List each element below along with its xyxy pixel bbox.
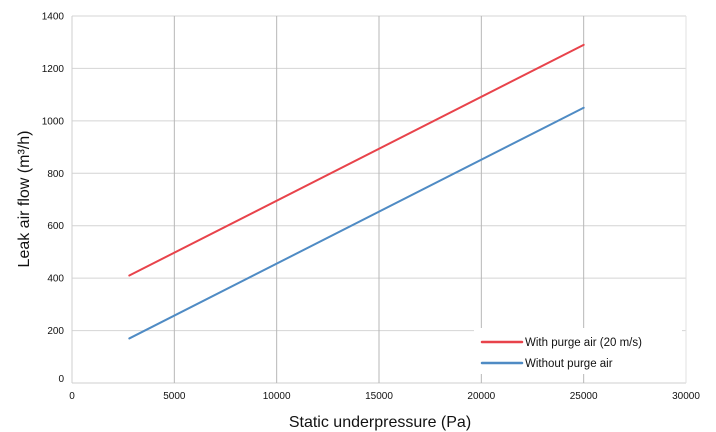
y-tick-label: 400	[47, 274, 64, 285]
x-tick-label: 30000	[672, 391, 700, 402]
grid	[71, 15, 687, 384]
y-tick-label: 200	[47, 326, 64, 337]
y-tick-label: 800	[47, 169, 64, 180]
legend-background	[474, 328, 682, 374]
x-tick-label: 20000	[467, 391, 495, 402]
legend-label: With purge air (20 m/s)	[525, 337, 642, 349]
x-tick-label: 15000	[365, 391, 393, 402]
x-tick-label: 5000	[163, 391, 186, 402]
y-axis-title: Leak air flow (m³/h)	[16, 131, 33, 268]
x-tick-label: 10000	[263, 391, 291, 402]
series-lines	[128, 43, 585, 340]
series-line	[128, 106, 585, 340]
legend-label: Without purge air	[525, 358, 613, 370]
y-tick-label: 0	[58, 374, 64, 385]
x-tick-label: 25000	[570, 391, 598, 402]
legend: With purge air (20 m/s) Without purge air	[474, 328, 682, 374]
x-axis-title: Static underpressure (Pa)	[289, 414, 471, 431]
tick-labels: 0 200 400 600 800 1000 1200 1400 0 5000 10000 15000…	[42, 12, 701, 403]
series-line	[128, 43, 585, 277]
y-tick-label: 1200	[42, 64, 65, 75]
x-tick-label: 0	[69, 391, 75, 402]
y-tick-label: 1000	[42, 116, 65, 127]
y-tick-label: 600	[47, 221, 64, 232]
y-tick-label: 1400	[42, 12, 65, 23]
